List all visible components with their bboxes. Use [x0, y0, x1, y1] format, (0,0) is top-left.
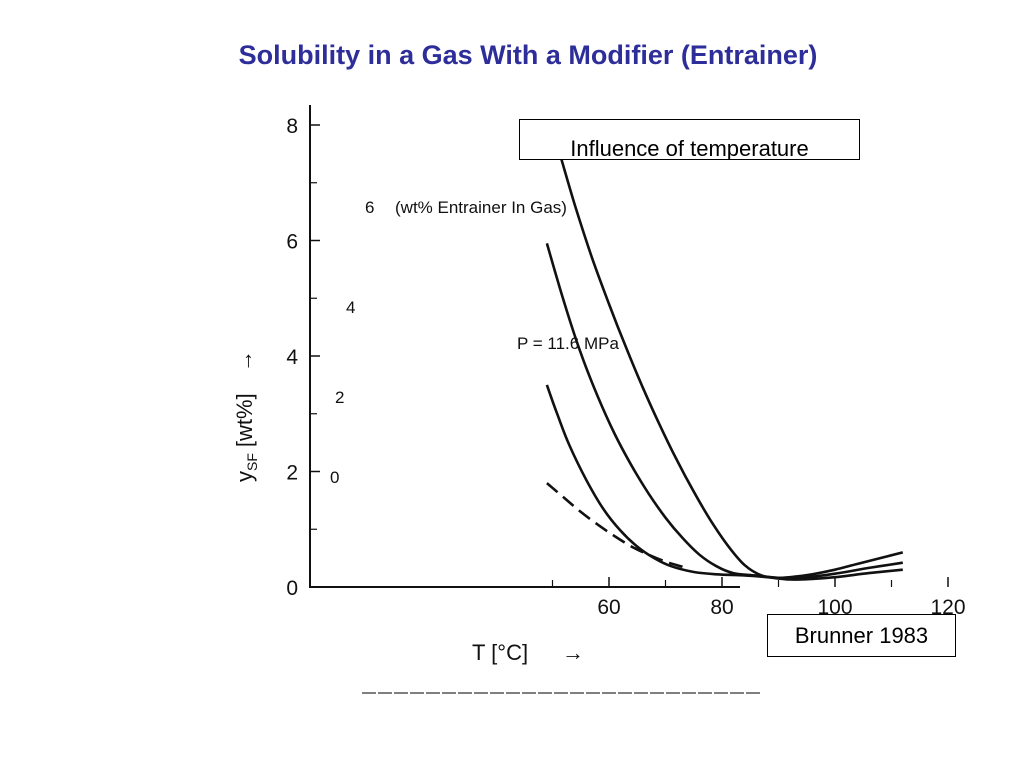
series-label-4: 4	[346, 298, 355, 317]
caption-box: Influence of temperature	[519, 119, 860, 160]
x-axis-title: T [°C]	[472, 640, 528, 665]
legend-note: (wt% Entrainer In Gas)	[395, 198, 567, 217]
y-axis-title-sub: SF	[244, 453, 260, 471]
x-axis-arrow: →	[562, 640, 584, 665]
x-tick-label-80: 80	[710, 596, 733, 619]
y-tick-label-4: 4	[286, 346, 298, 369]
source-box: Brunner 1983	[767, 614, 956, 657]
x-tick-label-60: 60	[597, 596, 620, 619]
series-curve-6	[556, 147, 904, 580]
series-curve-0	[546, 482, 683, 569]
y-axis-arrow: →	[232, 350, 257, 372]
y-axis-title-unit: [wt%]	[232, 393, 257, 447]
y-axis-title-group: ySF [wt%] →	[232, 350, 260, 482]
series-curve-2	[545, 384, 903, 581]
slide-title: Solubility in a Gas With a Modifier (Ent…	[238, 40, 818, 70]
pressure-label: P = 11.6 MPa	[517, 334, 619, 353]
y-tick-label-0: 0	[286, 577, 298, 600]
x-tick-label-100: 100	[817, 596, 852, 619]
series-curve-4	[545, 243, 904, 580]
series-curves	[545, 147, 904, 581]
y-tick-label-2: 2	[286, 462, 298, 485]
series-label-2: 2	[335, 388, 344, 407]
svg-text:ySF[wt%]: ySF [wt%]	[232, 393, 260, 482]
series-label-6: 6	[365, 198, 374, 217]
x-tick-label-120: 120	[930, 596, 965, 619]
y-axis-title-main: y	[232, 471, 257, 482]
axes	[309, 105, 740, 588]
y-tick-label-8: 8	[286, 115, 298, 138]
y-tick-label-6: 6	[286, 231, 298, 254]
series-label-0: 0	[330, 468, 339, 487]
